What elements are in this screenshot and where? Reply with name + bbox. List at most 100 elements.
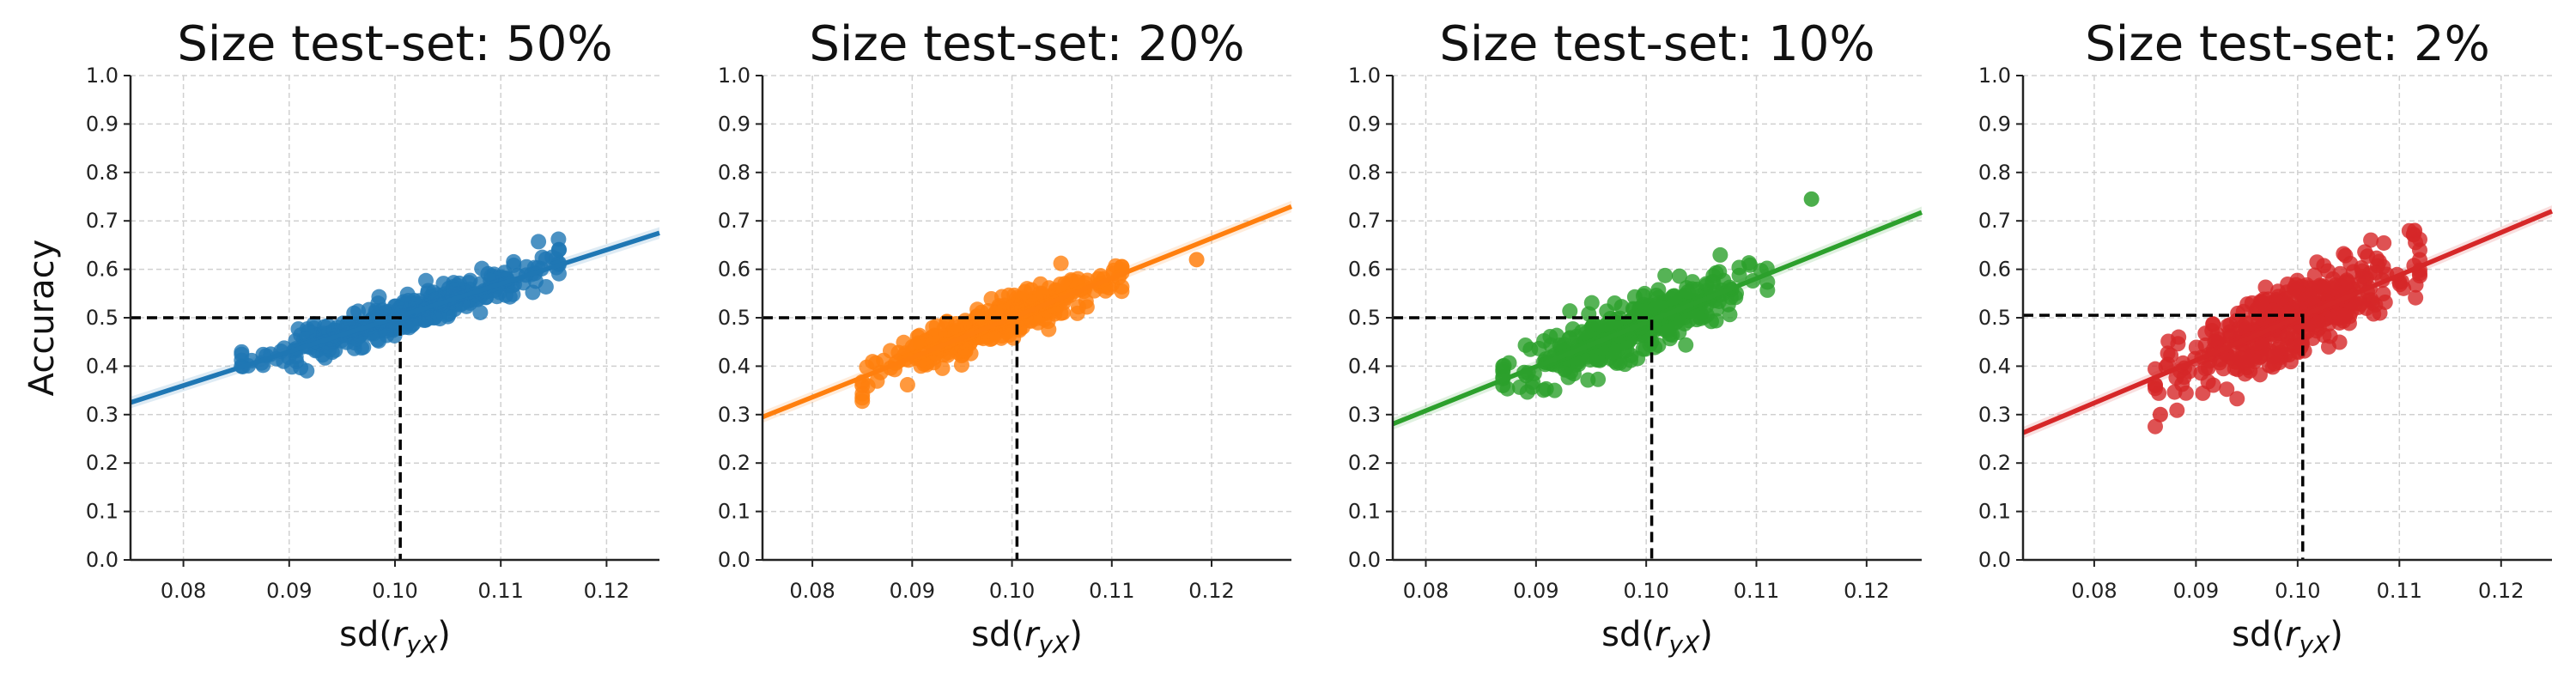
y-tick-label: 0.2 bbox=[86, 451, 118, 475]
scatter-point bbox=[432, 311, 448, 327]
y-tick-label: 0.8 bbox=[86, 161, 118, 185]
y-tick-label: 0.2 bbox=[718, 451, 750, 475]
x-tick-label: 0.09 bbox=[266, 579, 312, 603]
scatter-point bbox=[501, 289, 518, 305]
scatter-point bbox=[1114, 283, 1130, 300]
scatter-point bbox=[1803, 191, 1820, 207]
y-tick-label: 1.0 bbox=[1978, 64, 2011, 88]
reference-line bbox=[2023, 313, 2305, 560]
scatter-point bbox=[1562, 303, 1578, 319]
y-tick-label: 0.9 bbox=[718, 112, 750, 136]
scatter-point bbox=[379, 327, 395, 344]
scatter-point bbox=[854, 377, 871, 393]
scatter-point bbox=[2348, 295, 2364, 312]
scatter-point bbox=[2314, 279, 2330, 295]
scatter-point bbox=[1590, 371, 1607, 387]
regression-line bbox=[761, 204, 1293, 420]
scatter-point bbox=[2219, 381, 2235, 398]
y-tick-label: 0.8 bbox=[1978, 161, 2011, 185]
scatter-point bbox=[472, 304, 489, 320]
scatter-point bbox=[2287, 280, 2303, 296]
x-tick-label: 0.12 bbox=[1188, 579, 1234, 603]
scatter-point bbox=[999, 324, 1015, 340]
scatter-point bbox=[234, 346, 250, 362]
chart-panel-4: 0.0 0.1 0.2 0.3 0.4 0.5 0.6 0.7 0.8 0.9 1.0 0.08 0.0… bbox=[1978, 16, 2554, 659]
scatter-point bbox=[1057, 276, 1073, 292]
x-tick-label: 0.12 bbox=[2478, 579, 2524, 603]
scatter-point bbox=[928, 328, 945, 344]
scatter-point bbox=[1053, 255, 1069, 271]
scatter-point bbox=[2148, 361, 2163, 377]
y-tick-label: 1.0 bbox=[86, 64, 118, 88]
y-tick-label: 0.1 bbox=[718, 500, 750, 524]
reference-line bbox=[1393, 316, 1654, 560]
scatter-point bbox=[1650, 282, 1667, 298]
scatter-point bbox=[2363, 232, 2379, 248]
scatter-point bbox=[2257, 279, 2274, 295]
y-tick-label: 0.3 bbox=[1348, 403, 1381, 427]
y-tick-label: 0.5 bbox=[1978, 306, 2011, 330]
y-tick-label: 0.4 bbox=[718, 354, 750, 378]
y-tick-label: 0.0 bbox=[1978, 548, 2011, 572]
scatter-point bbox=[2376, 234, 2392, 251]
y-tick-label: 0.8 bbox=[1348, 161, 1381, 185]
x-tick-label: 0.08 bbox=[161, 579, 206, 603]
scatter-point bbox=[2408, 289, 2424, 306]
regression-line bbox=[1391, 210, 1923, 427]
scatter-point bbox=[1188, 252, 1205, 268]
x-tick-label: 0.11 bbox=[2377, 579, 2422, 603]
scatter-point bbox=[1536, 332, 1552, 349]
y-tick-label: 0.7 bbox=[86, 209, 118, 233]
scatter-point bbox=[525, 284, 541, 301]
panel-title: Size test-set: 2% bbox=[2085, 16, 2490, 72]
scatter-point bbox=[489, 289, 505, 305]
x-tick-label: 0.08 bbox=[2071, 579, 2117, 603]
scatter-point bbox=[293, 360, 309, 376]
y-tick-label: 0.6 bbox=[1348, 258, 1381, 282]
scatter-point bbox=[2377, 294, 2393, 310]
scatter-point bbox=[1524, 379, 1540, 395]
scatter-point bbox=[531, 234, 547, 250]
scatter-point bbox=[2219, 347, 2235, 363]
y-tick-label: 0.9 bbox=[86, 112, 118, 136]
scatter-point bbox=[1671, 268, 1687, 284]
scatter-point bbox=[1578, 325, 1595, 341]
y-tick-label: 0.0 bbox=[86, 548, 118, 572]
scatter-point bbox=[896, 334, 912, 350]
x-axis-title: sd(ryX) bbox=[971, 615, 1083, 659]
scatter-point bbox=[2160, 333, 2177, 350]
scatter-point bbox=[2249, 335, 2265, 351]
scatter-point bbox=[1583, 295, 1600, 311]
scatter-point bbox=[2231, 319, 2247, 336]
x-axis-title: sd(ryX) bbox=[1601, 615, 1713, 659]
panel-title: Size test-set: 20% bbox=[809, 16, 1244, 72]
x-tick-label: 0.12 bbox=[1844, 579, 1889, 603]
scatter-point bbox=[2368, 250, 2385, 266]
x-tick-label: 0.08 bbox=[1403, 579, 1449, 603]
scatter-point bbox=[2166, 384, 2183, 400]
scatter-point bbox=[969, 301, 986, 318]
scatter-point bbox=[339, 317, 355, 333]
y-tick-label: 0.3 bbox=[1978, 403, 2011, 427]
y-tick-label: 0.7 bbox=[1348, 209, 1381, 233]
y-tick-label: 0.6 bbox=[86, 258, 118, 282]
x-tick-label: 0.10 bbox=[2275, 579, 2320, 603]
y-tick-label: 0.3 bbox=[86, 403, 118, 427]
scatter-point bbox=[2280, 327, 2296, 344]
x-tick-label: 0.08 bbox=[789, 579, 835, 603]
scatter-point bbox=[2152, 406, 2168, 423]
scatter-point bbox=[2337, 247, 2354, 264]
scatter-point bbox=[2163, 347, 2179, 363]
x-tick-label: 0.11 bbox=[1734, 579, 1779, 603]
scatter-point bbox=[1678, 337, 1694, 353]
scatter-point bbox=[2309, 254, 2325, 271]
scatter-point bbox=[2358, 270, 2374, 286]
y-axis-title: Accuracy bbox=[22, 240, 62, 397]
scatter-point bbox=[1613, 299, 1630, 315]
chart-panel-2: 0.0 0.1 0.2 0.3 0.4 0.5 0.6 0.7 0.8 0.9 1.0 0.08 0.0… bbox=[718, 16, 1293, 659]
y-tick-label: 0.4 bbox=[1978, 354, 2011, 378]
scatter-point bbox=[1078, 293, 1094, 309]
scatter-point bbox=[865, 354, 881, 370]
x-tick-label: 0.09 bbox=[1513, 579, 1558, 603]
x-axis-title: sd(ryX) bbox=[339, 615, 451, 659]
